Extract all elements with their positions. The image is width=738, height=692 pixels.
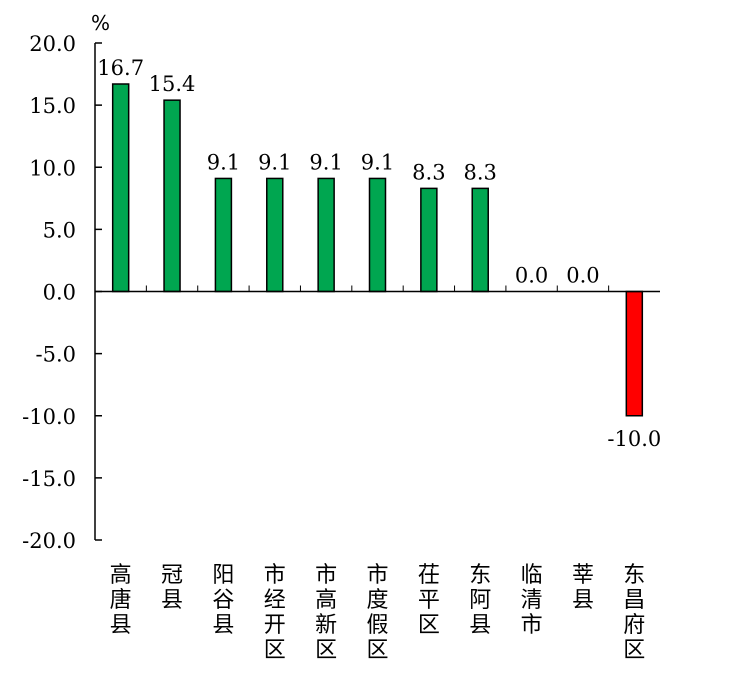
bar [163,99,181,293]
category-label: 阳谷县 [212,563,234,638]
bar-value-label: 15.4 [149,72,196,96]
y-tick-label: -20.0 [22,529,76,553]
y-tick-label: 5.0 [43,218,76,242]
category-label: 高唐县 [110,563,132,638]
category-labels: 高唐县 冠县 阳谷县 市经开区 市高新区 市度假区 茌平区 东阿县 临清市 莘县 东昌府区 [110,563,646,663]
bar-value-label: 9.1 [309,150,342,174]
y-tick-label: 20.0 [29,32,76,56]
y-axis-ticks: 20.0 15.0 10.0 5.0 0.0 -5.0 -10.0 -15.0 -20.0 [22,32,102,553]
y-tick-label: 10.0 [29,156,76,180]
category-label: 市经开区 [264,563,286,663]
bar-value-label: 9.1 [361,150,394,174]
bar-value-label: 16.7 [97,56,144,80]
bar [625,290,644,417]
y-axis-unit-label: % [91,11,110,35]
bar [214,177,233,293]
bar-value-label: 8.3 [412,160,445,184]
category-label: 茌平区 [418,563,440,638]
bar [368,177,387,293]
bar [111,83,130,293]
y-tick-label: -15.0 [22,467,76,491]
bar [266,177,284,293]
y-tick-label: 0.0 [43,281,76,305]
bar-value-label: 0.0 [566,264,599,288]
category-label: 临清市 [521,563,543,638]
category-label: 东阿县 [469,563,491,638]
y-tick-label: -10.0 [22,405,76,429]
bar [317,177,335,293]
y-tick-label: -5.0 [36,343,77,367]
bar [420,187,438,293]
bar-value-label: 8.3 [464,160,497,184]
category-label: 冠县 [161,563,183,613]
bar-value-label: 0.0 [515,264,548,288]
category-label: 东昌府区 [623,563,645,663]
bar-value-label: 9.1 [207,150,240,174]
bar [471,187,489,293]
value-labels: 16.715.4 9.1 9.1 9.1 9.1 8.3 8.3 0.0 0.0 -10.0 [97,56,661,451]
category-label: 市度假区 [366,563,388,663]
bars [111,83,644,417]
y-tick-label: 15.0 [29,94,76,118]
bar-value-label: 9.1 [258,150,291,174]
category-label: 莘县 [572,563,594,613]
bar-value-label: -10.0 [607,427,661,451]
category-label: 市高新区 [315,563,337,663]
